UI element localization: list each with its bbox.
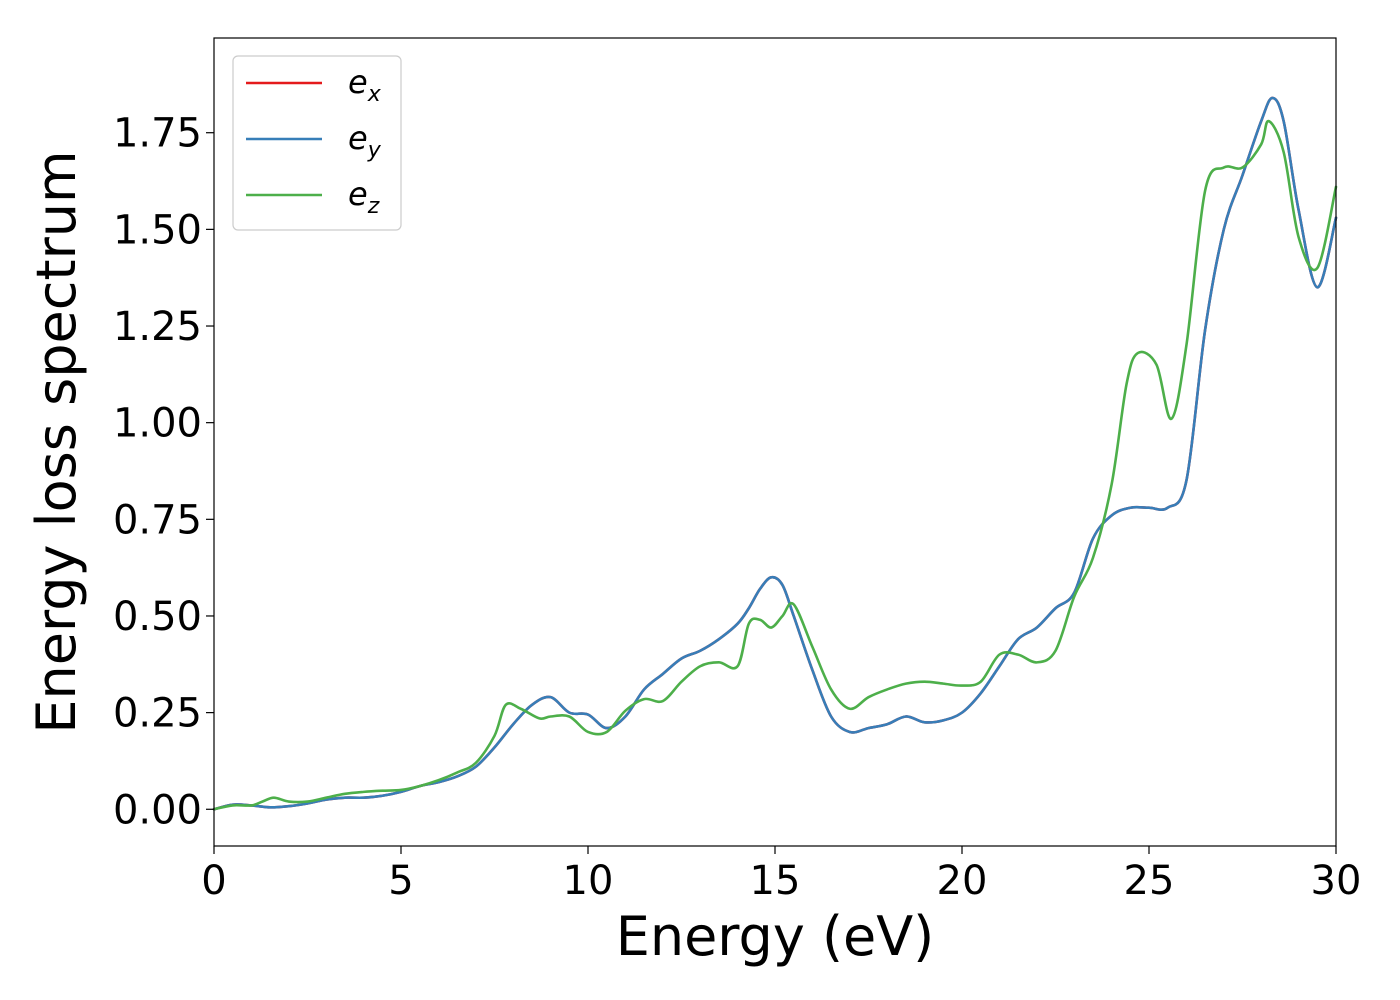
y-tick-label: 0.75 bbox=[113, 497, 202, 543]
y-tick-label: 1.00 bbox=[113, 401, 202, 447]
x-axis-label: Energy (eV) bbox=[616, 905, 935, 968]
series-lines bbox=[212, 96, 1338, 811]
series-line-z bbox=[212, 119, 1338, 811]
y-tick-label: 0.25 bbox=[113, 691, 202, 737]
legend-subscript: y bbox=[367, 138, 382, 163]
legend-subscript: x bbox=[367, 82, 382, 107]
x-tick-label: 25 bbox=[1124, 858, 1175, 904]
legend-box bbox=[232, 55, 402, 231]
y-axis-ticks: 0.00 0.25 0.50 0.75 1.00 1.25 1.50 1.75 bbox=[113, 111, 214, 833]
y-tick-label: 1.75 bbox=[113, 111, 202, 157]
y-tick-label: 1.25 bbox=[113, 304, 202, 350]
x-axis-ticks: 0 5 10 15 20 25 30 bbox=[201, 846, 1361, 904]
x-tick-label: 20 bbox=[937, 858, 988, 904]
legend-label-x: ex bbox=[348, 63, 382, 107]
y-tick-label: 0.50 bbox=[113, 594, 202, 640]
x-tick-label: 15 bbox=[750, 858, 801, 904]
y-tick-label: 0.00 bbox=[113, 787, 202, 833]
legend-label-y: ey bbox=[348, 119, 382, 163]
y-tick-label: 1.50 bbox=[113, 207, 202, 253]
x-tick-label: 0 bbox=[201, 858, 226, 904]
x-tick-label: 5 bbox=[388, 858, 413, 904]
x-tick-label: 30 bbox=[1311, 858, 1362, 904]
x-tick-label: 10 bbox=[563, 858, 614, 904]
y-axis-label: Energy loss spectrum bbox=[25, 150, 88, 733]
legend-subscript: z bbox=[367, 194, 380, 219]
